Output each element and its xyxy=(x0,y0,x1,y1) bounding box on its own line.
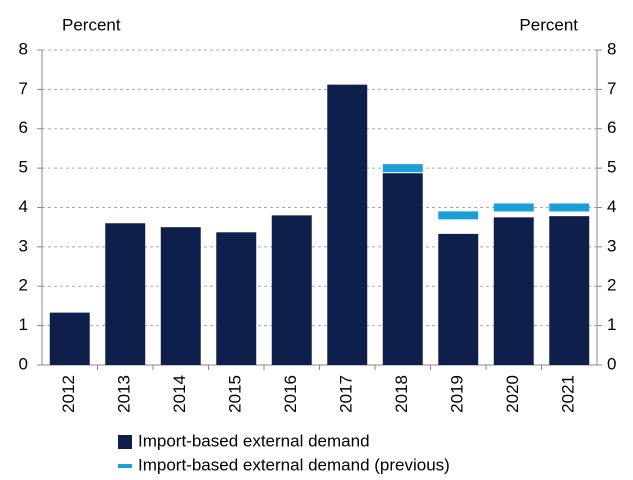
x-tick-label: 2014 xyxy=(170,375,189,413)
bar xyxy=(216,232,257,365)
x-tick-label: 2019 xyxy=(448,375,467,413)
bar xyxy=(549,216,590,365)
y2-tick-label: 2 xyxy=(607,276,616,295)
bar xyxy=(382,173,423,365)
x-tick-label: 2015 xyxy=(226,375,245,413)
y-tick-label: 4 xyxy=(19,197,28,216)
legend-label: Import-based external demand xyxy=(138,431,370,450)
y2-tick-label: 3 xyxy=(607,236,616,255)
y-tick-label: 7 xyxy=(19,79,28,98)
bar xyxy=(49,312,90,365)
y-axis-label: Percent xyxy=(62,15,121,34)
x-tick-label: 2012 xyxy=(59,375,78,413)
x-tick-label: 2013 xyxy=(115,375,134,413)
x-tick-label: 2016 xyxy=(281,375,300,413)
x-tick-label: 2017 xyxy=(337,375,356,413)
legend-swatch xyxy=(118,435,132,449)
x-tick-label: 2018 xyxy=(392,375,411,413)
y-tick-label: 1 xyxy=(19,315,28,334)
bar xyxy=(327,84,368,366)
y2-tick-label: 8 xyxy=(607,39,616,58)
bar xyxy=(493,217,534,365)
x-tick-label: 2021 xyxy=(559,375,578,413)
legend-label: Import-based external demand (previous) xyxy=(138,455,450,474)
y-tick-label: 5 xyxy=(19,158,28,177)
bar xyxy=(271,215,312,365)
previous-marker xyxy=(438,211,479,220)
previous-marker xyxy=(549,203,590,212)
bar xyxy=(160,227,201,365)
bar xyxy=(105,223,146,365)
y2-tick-label: 4 xyxy=(607,197,616,216)
y2-tick-label: 7 xyxy=(607,79,616,98)
y2-tick-label: 1 xyxy=(607,315,616,334)
y-tick-label: 6 xyxy=(19,118,28,137)
y2-axis-label: Percent xyxy=(519,15,578,34)
x-tick-label: 2020 xyxy=(503,375,522,413)
y-tick-label: 8 xyxy=(19,39,28,58)
y-tick-label: 0 xyxy=(19,354,28,373)
y2-tick-label: 0 xyxy=(607,354,616,373)
bar xyxy=(438,233,479,365)
previous-marker xyxy=(493,203,534,212)
y-tick-label: 3 xyxy=(19,236,28,255)
previous-marker xyxy=(382,164,423,173)
y2-tick-label: 6 xyxy=(607,118,616,137)
y2-tick-label: 5 xyxy=(607,158,616,177)
y-tick-label: 2 xyxy=(19,276,28,295)
legend-swatch xyxy=(118,464,132,468)
